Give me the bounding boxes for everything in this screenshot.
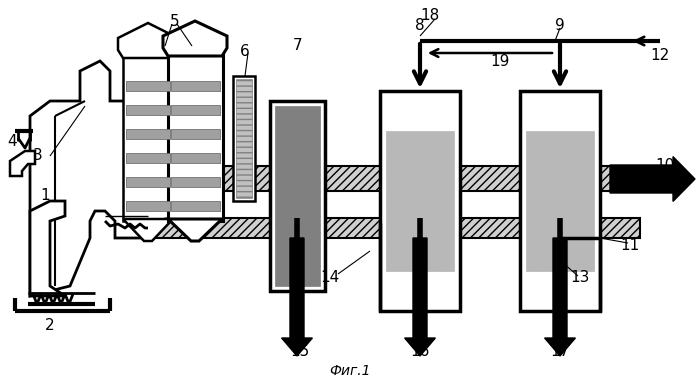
Bar bbox=[171, 105, 220, 115]
Text: 12: 12 bbox=[650, 49, 670, 64]
Text: 9: 9 bbox=[555, 19, 565, 34]
Bar bbox=[171, 81, 220, 91]
Polygon shape bbox=[545, 238, 575, 356]
Bar bbox=[275, 106, 320, 286]
Bar bbox=[236, 79, 252, 198]
Text: 4: 4 bbox=[7, 134, 17, 149]
Bar bbox=[123, 53, 173, 221]
Bar bbox=[526, 131, 594, 271]
Text: Фиг.1: Фиг.1 bbox=[329, 364, 370, 378]
Bar bbox=[126, 105, 170, 115]
Bar bbox=[270, 101, 325, 291]
Text: 19: 19 bbox=[490, 54, 510, 68]
Polygon shape bbox=[610, 157, 695, 201]
Text: 11: 11 bbox=[621, 239, 640, 254]
Polygon shape bbox=[405, 238, 435, 356]
Text: 5: 5 bbox=[170, 14, 180, 29]
Bar bbox=[386, 131, 454, 271]
Text: 6: 6 bbox=[240, 44, 250, 59]
Text: 16: 16 bbox=[410, 344, 430, 359]
Text: 10: 10 bbox=[656, 159, 675, 173]
Text: 3: 3 bbox=[33, 149, 43, 164]
Bar bbox=[148, 218, 640, 238]
Bar bbox=[171, 153, 220, 163]
Polygon shape bbox=[30, 61, 148, 296]
Bar bbox=[126, 177, 170, 187]
Bar bbox=[148, 166, 660, 191]
Polygon shape bbox=[118, 23, 178, 58]
Polygon shape bbox=[282, 238, 312, 356]
Bar bbox=[171, 129, 220, 139]
Text: 13: 13 bbox=[570, 271, 590, 286]
Text: 7: 7 bbox=[293, 39, 303, 54]
Bar bbox=[126, 81, 170, 91]
Text: 1: 1 bbox=[40, 188, 50, 203]
Polygon shape bbox=[163, 21, 227, 56]
Bar bbox=[520, 91, 600, 311]
Bar bbox=[126, 201, 170, 211]
Bar bbox=[168, 51, 223, 221]
Bar bbox=[171, 177, 220, 187]
Text: 15: 15 bbox=[290, 344, 310, 359]
Bar bbox=[380, 91, 460, 311]
Text: 14: 14 bbox=[320, 271, 340, 286]
Polygon shape bbox=[30, 201, 65, 296]
Polygon shape bbox=[10, 151, 35, 176]
Polygon shape bbox=[123, 219, 173, 241]
Bar bbox=[171, 201, 220, 211]
Text: 17: 17 bbox=[550, 344, 570, 359]
Polygon shape bbox=[168, 219, 222, 241]
Bar bbox=[233, 76, 255, 201]
Bar bbox=[126, 129, 170, 139]
Text: 18: 18 bbox=[420, 8, 440, 24]
Text: 8: 8 bbox=[415, 19, 425, 34]
Text: 2: 2 bbox=[45, 318, 55, 334]
Bar bbox=[126, 153, 170, 163]
